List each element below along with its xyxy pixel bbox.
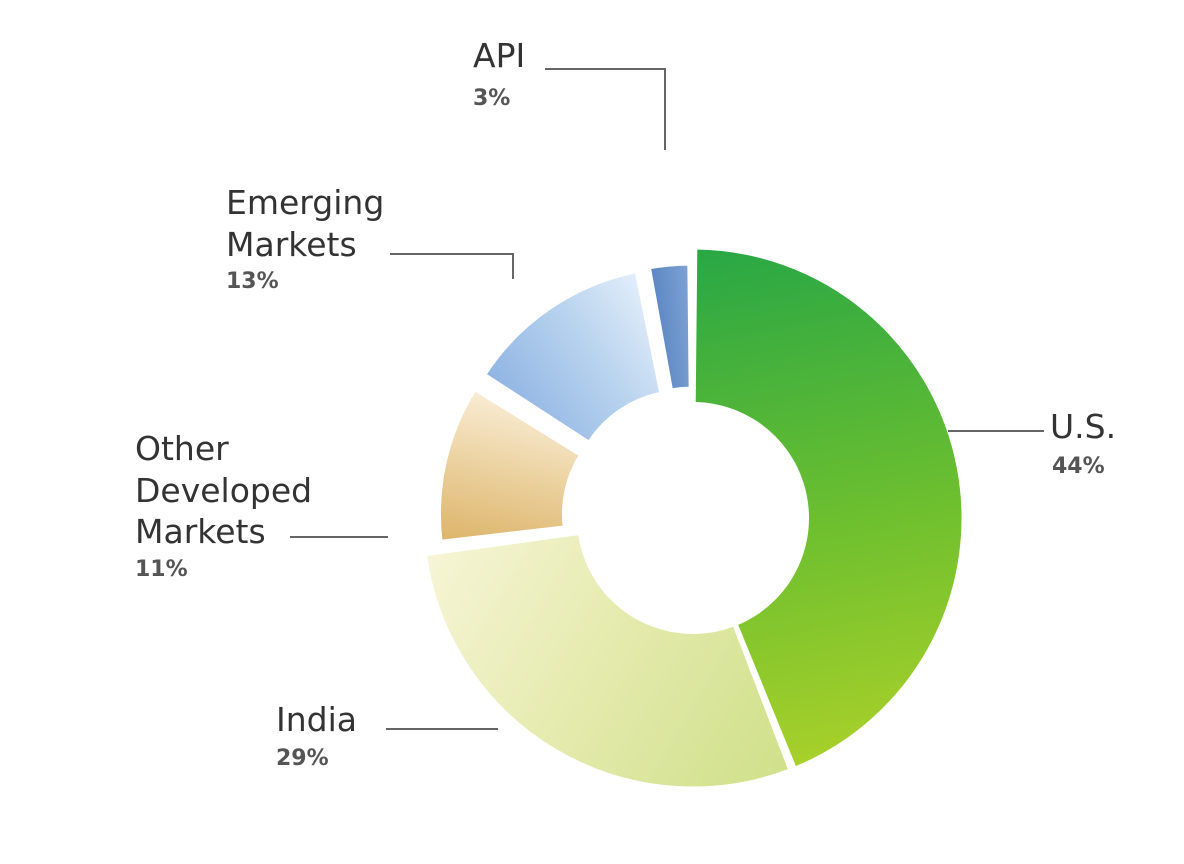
slice-label-other-line1: Other xyxy=(135,429,229,468)
slice-value-api: 3% xyxy=(473,86,510,111)
slice-other xyxy=(437,387,583,543)
slice-label-group-api: API 3% xyxy=(473,36,525,111)
slice-value-emerging: 13% xyxy=(226,269,279,294)
slice-label-group-other: Other Developed Markets 11% xyxy=(135,429,312,582)
slice-label-emerging-line2: Markets xyxy=(226,225,357,264)
slice-value-india: 29% xyxy=(276,746,329,771)
slices-layer xyxy=(423,246,965,790)
slice-label-group-india: India 29% xyxy=(276,700,357,771)
slice-label-other-line3: Markets xyxy=(135,512,266,551)
donut-hole xyxy=(577,402,809,634)
leader-line-api xyxy=(545,68,666,150)
slice-label-emerging-line1: Emerging xyxy=(226,183,384,222)
slice-api xyxy=(647,262,692,392)
slice-label-group-emerging: Emerging Markets 13% xyxy=(226,183,384,294)
slice-label-other-line2: Developed xyxy=(135,471,312,510)
slice-label-group-us: U.S. 44% xyxy=(1050,407,1116,479)
slice-label-api: API xyxy=(473,36,525,75)
slice-value-us: 44% xyxy=(1052,454,1105,479)
leader-lines xyxy=(290,68,1044,730)
slice-value-other: 11% xyxy=(135,557,188,582)
slice-label-us: U.S. xyxy=(1050,407,1116,446)
slice-label-india: India xyxy=(276,700,357,739)
leader-line-emerging xyxy=(390,253,514,279)
slice-emerging xyxy=(482,270,663,445)
